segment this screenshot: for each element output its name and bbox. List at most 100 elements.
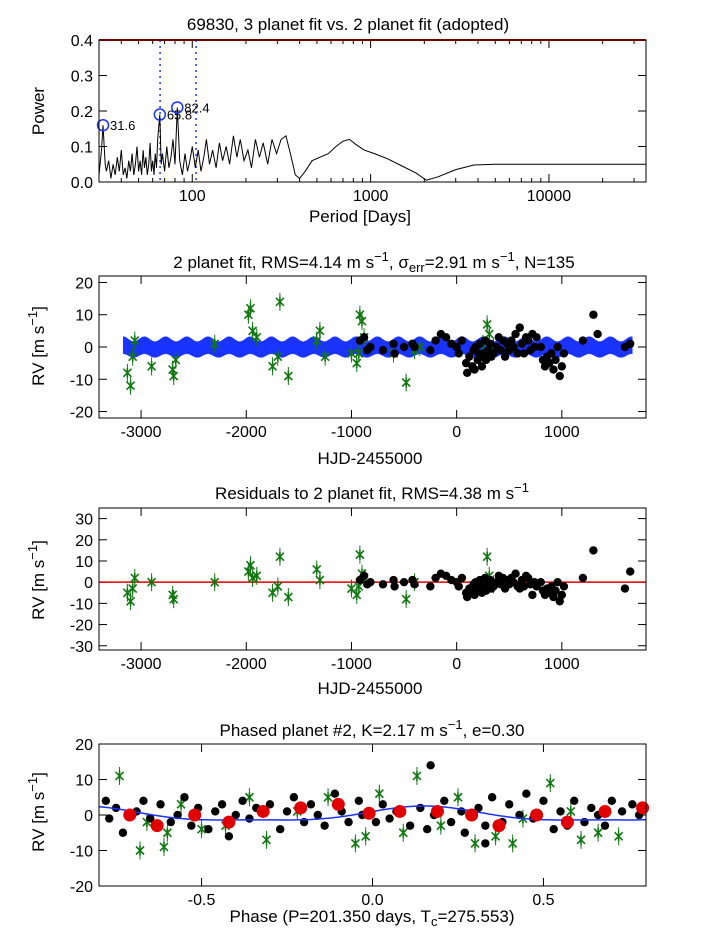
periodogram-panel: 69830, 3 planet fit vs. 2 planet fit (ad…	[29, 15, 647, 226]
phased-black-point	[474, 803, 483, 813]
phased-binned-point	[123, 808, 137, 822]
rv-fit-xtick-label: -1000	[331, 424, 372, 441]
phased-xlabel-b: =275.553)	[437, 907, 514, 926]
phased-binned-point	[465, 808, 479, 822]
residuals-ytick-label: -30	[70, 639, 93, 656]
residuals-ytick-label: 20	[75, 533, 93, 550]
residuals-black-point	[410, 580, 419, 589]
rv-fit-black-point	[536, 342, 546, 352]
phased-black-point	[460, 828, 470, 837]
residuals-black-point	[578, 573, 588, 583]
residuals-black-point	[549, 592, 558, 602]
periodogram-ytick-label: 0.2	[71, 104, 93, 121]
rv-fit-ytick-label: -20	[70, 405, 93, 422]
rv-fit-black-point	[589, 310, 598, 319]
phased-black-point	[139, 796, 148, 805]
phased-black-point	[570, 796, 579, 805]
residuals-black-point	[378, 580, 388, 589]
rv-fit-plot-area	[122, 292, 635, 395]
phased-black-point	[111, 803, 121, 813]
rv-fit-black-point	[557, 362, 567, 371]
phased-black-point	[217, 800, 227, 809]
rv-fit-black-point	[454, 349, 463, 358]
rv-fit-black-point	[452, 342, 461, 352]
rv-fit-black-point	[509, 342, 518, 352]
residuals-black-point	[519, 582, 529, 591]
rv-fit-black-point	[457, 336, 467, 345]
phased-black-point	[330, 789, 340, 798]
rv-fit-black-point	[410, 342, 419, 352]
rv-fit-black-point	[366, 342, 375, 352]
rv-fit-black-point	[511, 329, 520, 339]
rv-fit-black-point	[390, 349, 399, 358]
rv-fit-black-point	[513, 349, 522, 358]
rv-fit-black-point	[496, 346, 506, 355]
residuals-black-point	[536, 577, 546, 587]
phased-black-point	[313, 810, 322, 820]
rv-fit-black-point	[462, 368, 472, 378]
phased-black-point	[238, 796, 247, 805]
phased-black-point	[446, 817, 456, 827]
periodogram-ytick-label: 0.4	[71, 33, 93, 50]
phased-black-point	[556, 807, 565, 816]
phased-black-point	[282, 807, 292, 816]
rv-fit-black-point	[461, 358, 471, 368]
rv-fit-black-point	[517, 339, 527, 348]
phased-black-point	[146, 814, 155, 823]
rv-fit-ytick-label: 20	[75, 275, 93, 292]
phased-black-point	[224, 832, 234, 841]
residuals-xtick-label: 0	[452, 656, 461, 673]
phased-xlabel-sub: c	[431, 914, 438, 929]
periodogram-plot-area: 31.665.882.4	[96, 39, 646, 182]
residuals-ytick-label: 0	[84, 575, 93, 592]
residuals-ylabel-b: ]	[29, 540, 48, 545]
phased-binned-point	[188, 808, 202, 822]
residuals-black-point	[551, 586, 560, 595]
phased-binned-point	[430, 804, 444, 818]
phased-ticks: -0.5 0.0 0.5 -20 -10 0 10 20	[70, 737, 646, 909]
periodogram-ytick-label: 0.1	[71, 140, 93, 157]
phased-black-point	[426, 761, 435, 770]
phased-black-point	[416, 803, 425, 813]
phased-black-point	[385, 814, 394, 823]
phased-binned-point	[150, 819, 164, 833]
rv-fit-black-point	[593, 329, 602, 339]
rv-fit-black-point	[507, 336, 516, 345]
rv-fit-black-point	[549, 365, 558, 374]
phased-title-sup: −1	[448, 717, 463, 732]
residuals-black-point	[620, 584, 630, 593]
phased-black-point	[211, 807, 220, 816]
phased-xtick-label: 0.0	[361, 892, 383, 909]
phased-xtick-label: -0.5	[188, 892, 216, 909]
phased-black-point	[265, 800, 275, 809]
residuals-black-point	[626, 567, 635, 576]
rv-fit-black-point	[465, 352, 474, 361]
rv-fit-xtick-label: 1000	[544, 424, 580, 441]
rv-fit-xtick-label: 0	[452, 424, 461, 441]
phased-black-point	[101, 796, 111, 805]
phased-black-point	[306, 800, 316, 809]
phased-binned-point	[256, 804, 270, 818]
residuals-black-point	[555, 597, 564, 606]
rv-fit-black-point	[626, 339, 635, 348]
phased-title-b: , e=0.30	[463, 721, 525, 740]
rv-fit-black-point	[551, 355, 560, 365]
phased-ytick-label: 20	[75, 737, 93, 754]
rv-fit-black-point	[519, 349, 529, 358]
residuals-ticks: -3000 -2000 -1000 0 1000 -30 -20 -10 0 10 20 30	[70, 508, 646, 673]
rv-fit-title-sup: −1	[374, 249, 389, 264]
rv-fit-title-b: , σ	[389, 253, 409, 272]
phased-black-point	[481, 839, 490, 848]
residuals-black-point	[523, 573, 533, 583]
rv-fit-black-point	[431, 336, 440, 345]
phased-title-a: Phased planet #2, K=2.17 m s	[220, 721, 448, 740]
rv-fit-ylabel-b: ]	[29, 306, 48, 311]
residuals-black-point	[553, 577, 562, 587]
residuals-black-point	[366, 577, 375, 587]
phased-ytick-label: -10	[70, 844, 93, 861]
residuals-black-point	[470, 590, 479, 600]
periodogram-line	[98, 107, 646, 181]
residuals-panel: Residuals to 2 planet fit, RMS=4.38 m s−…	[25, 480, 647, 698]
rv-fit-black-point	[441, 333, 451, 342]
residuals-black-point	[589, 546, 598, 555]
